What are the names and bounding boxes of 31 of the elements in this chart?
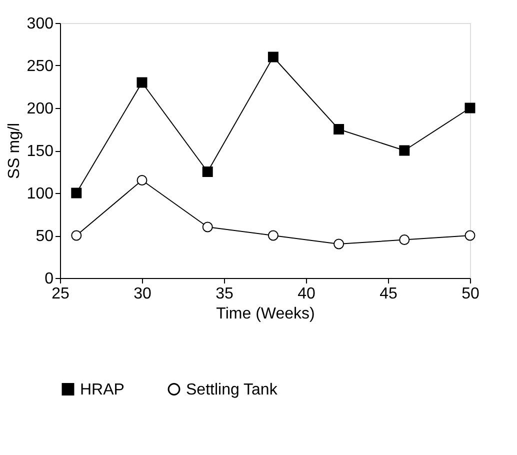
point — [334, 124, 344, 134]
x-tick-label: 45 — [380, 286, 398, 302]
point — [464, 102, 476, 114]
y-tick-label: 0 — [44, 270, 54, 288]
y-tick-label: 250 — [26, 58, 54, 75]
point — [136, 77, 148, 88]
x-tick-label: 50 — [462, 286, 480, 302]
point — [71, 230, 82, 241]
y-tick-label: 50 — [36, 228, 54, 245]
x-axis-title: Time (Weeks) — [216, 306, 315, 322]
y-tick-label: 300 — [26, 16, 54, 32]
point — [399, 145, 410, 156]
legend-label: HRAP — [80, 381, 124, 398]
x-tick-label: 25 — [52, 286, 70, 302]
point — [136, 175, 148, 186]
point — [202, 222, 213, 232]
y-axis-title: SS mg/l — [6, 122, 23, 180]
x-tick-label: 30 — [134, 286, 152, 302]
legend-label: Settling Tank — [186, 381, 278, 398]
point — [399, 234, 410, 245]
y-tick-label: 200 — [26, 100, 54, 118]
point — [71, 188, 82, 198]
point — [334, 238, 344, 250]
x-tick-label: 35 — [216, 286, 234, 302]
y-tick-label: 100 — [26, 186, 54, 202]
point — [202, 166, 213, 177]
point — [268, 52, 278, 62]
point — [464, 230, 476, 241]
y-tick-label: 150 — [26, 143, 54, 160]
x-tick-label: 40 — [298, 286, 316, 302]
point — [268, 230, 278, 241]
